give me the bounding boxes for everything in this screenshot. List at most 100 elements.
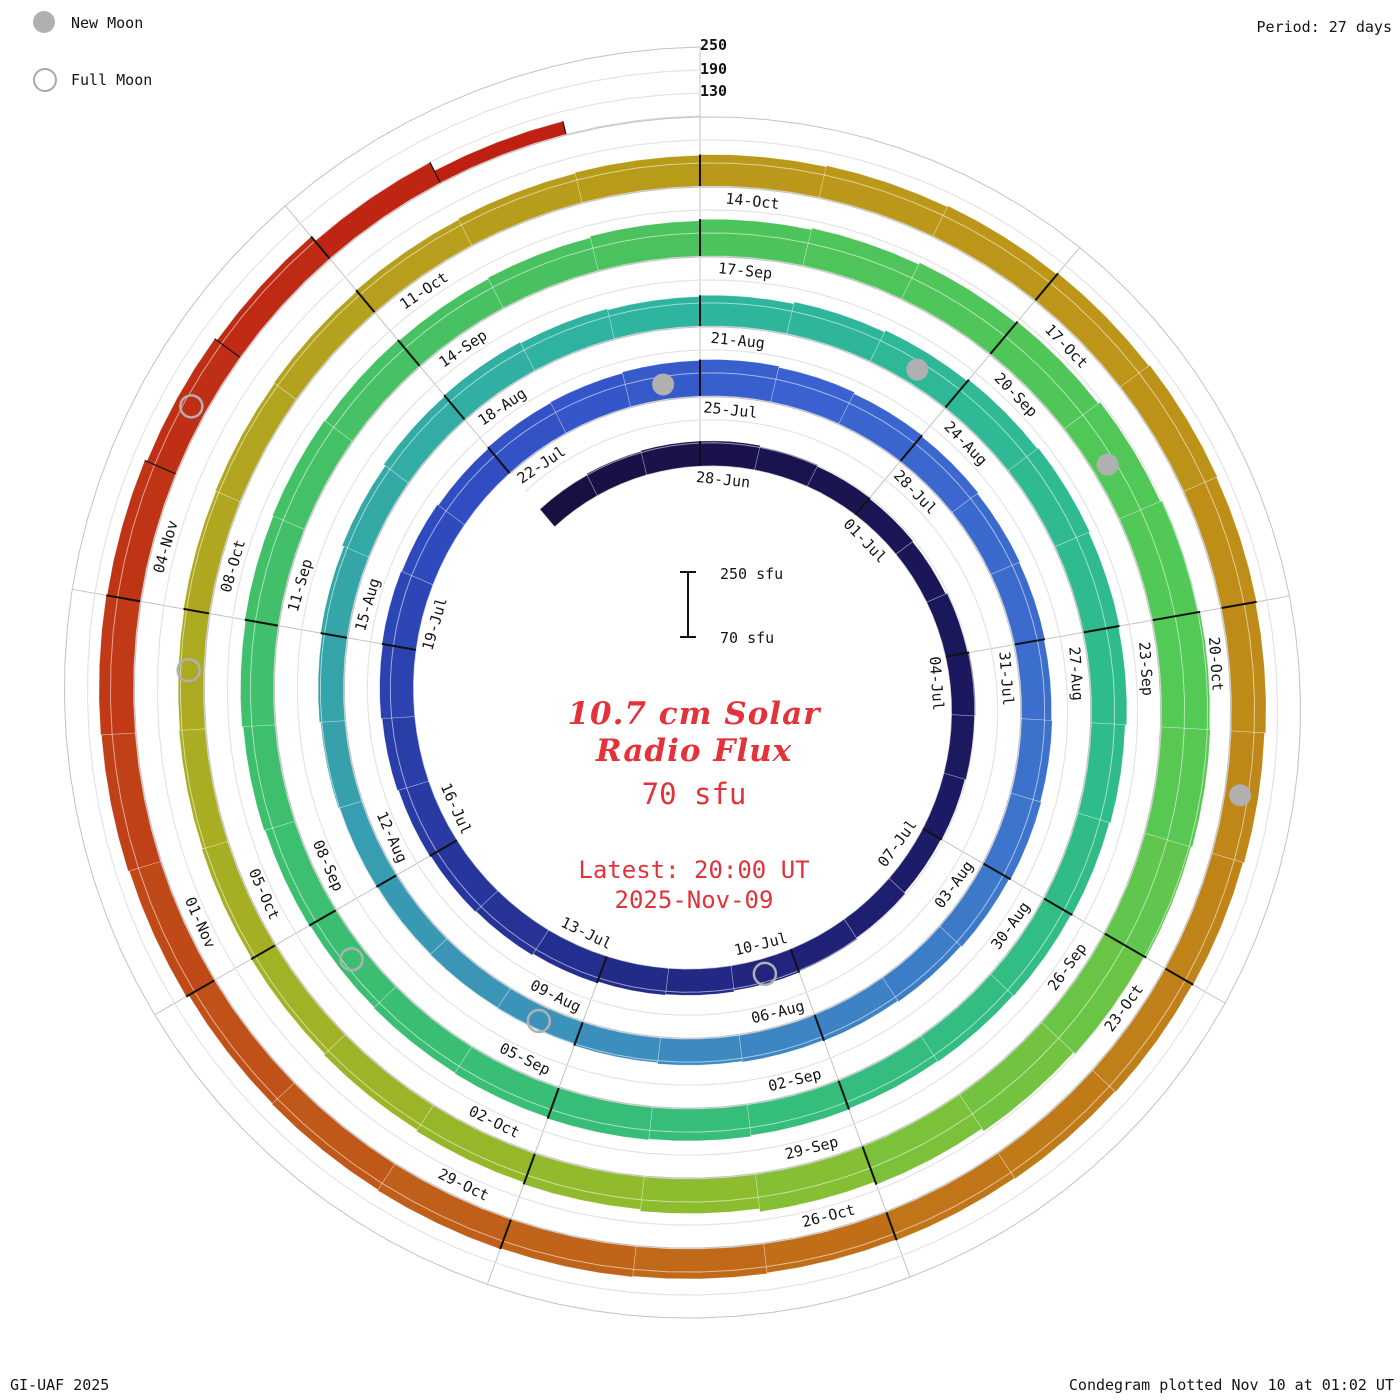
flux-bar: [770, 367, 856, 425]
flux-bar: [443, 341, 535, 420]
flux-bar: [1120, 364, 1218, 492]
flux-bar: [532, 929, 608, 984]
flux-bar: [379, 643, 417, 719]
flux-bar: [201, 841, 276, 960]
flux-bar: [939, 863, 1010, 948]
day-tick: [1014, 638, 1046, 646]
day-tick: [429, 161, 441, 184]
new-moon-marker: [652, 373, 675, 396]
flux-bar: [539, 474, 598, 528]
flux-bar: [586, 450, 647, 496]
scale-bar: [680, 571, 696, 638]
credit-label: GI-UAF 2025: [10, 1376, 110, 1394]
day-tick: [546, 1087, 560, 1119]
flux-bar: [101, 732, 161, 872]
flux-bar: [899, 435, 979, 513]
flux-bar: [1010, 718, 1053, 803]
flux-bar: [377, 1163, 512, 1250]
radial-axis-label-130: 130: [700, 82, 728, 100]
flux-bar: [383, 395, 466, 484]
new-moon-icon: [33, 11, 55, 33]
full-moon-marker: [339, 947, 364, 972]
flux-bar: [990, 898, 1072, 997]
day-tick: [1152, 610, 1201, 622]
day-tick: [982, 862, 1012, 881]
flux-bar: [895, 541, 947, 603]
flux-bar: [1119, 500, 1199, 621]
flux-bar: [1083, 625, 1128, 726]
flux-bar: [699, 154, 827, 198]
date-label: 21-Aug: [710, 329, 766, 353]
spiral-chart: 28-Jun01-Jul04-Jul07-Jul10-Jul13-Jul16-J…: [63, 46, 1302, 1319]
new-moon-marker: [906, 358, 929, 381]
day-tick: [487, 446, 511, 474]
flux-bar: [250, 944, 346, 1055]
day-tick: [375, 874, 397, 888]
flux-bar: [323, 1034, 434, 1131]
flux-bar: [699, 218, 812, 266]
legend-new-moon-label: New Moon: [71, 14, 144, 32]
flux-bar: [496, 988, 584, 1045]
day-tick: [944, 379, 970, 409]
flux-bar: [699, 440, 761, 471]
latest-line2: 2025-Nov-09: [614, 886, 774, 914]
chart-title: 10.7 cm Solar Radio Flux: [494, 696, 894, 770]
day-tick: [789, 948, 801, 973]
legend-full-moon-label: Full Moon: [71, 71, 153, 89]
flux-bar: [920, 973, 1014, 1063]
flux-bar: [802, 227, 920, 299]
flux-bar: [1054, 531, 1120, 633]
radial-axis-label-250: 250: [700, 36, 728, 54]
flux-bar: [146, 338, 241, 475]
flux-bar: [755, 1146, 876, 1213]
day-tick: [1083, 625, 1120, 634]
flux-bar: [589, 220, 701, 271]
flux-bar: [520, 308, 615, 371]
flux-bar: [573, 1021, 661, 1064]
flux-bar: [1007, 447, 1091, 548]
new-moon-marker: [1229, 784, 1252, 807]
day-tick: [1043, 897, 1073, 916]
flux-bar: [415, 1105, 536, 1183]
flux-bar: [547, 1087, 653, 1141]
current-flux-value: 70 sfu: [641, 777, 747, 811]
flux-bar: [309, 909, 397, 1008]
flux-bar: [738, 1014, 825, 1063]
flux-bar: [500, 1219, 637, 1278]
latest-reading: Latest: 20:00 UT 2025-Nov-09: [444, 855, 944, 915]
flux-bar: [264, 821, 337, 927]
flux-bar: [373, 986, 473, 1074]
flux-bar: [607, 296, 701, 339]
day-tick: [813, 1014, 825, 1042]
flux-bar: [786, 301, 886, 362]
flux-bar: [381, 716, 429, 791]
day-tick: [308, 909, 337, 927]
flux-bar: [730, 948, 800, 991]
scale-bottom-label: 70 sfu: [720, 629, 775, 647]
flux-bar: [355, 219, 472, 313]
flux-bar: [324, 339, 421, 442]
day-tick: [885, 1211, 898, 1241]
flux-bar: [699, 294, 795, 334]
flux-bar: [565, 115, 701, 135]
day-tick: [214, 338, 241, 358]
date-label: 28-Jun: [695, 468, 751, 492]
flux-bar: [657, 1035, 743, 1066]
day-tick: [355, 289, 376, 313]
date-label: 20-Oct: [1205, 636, 1227, 691]
flux-bar: [648, 1104, 752, 1142]
date-label: 17-Sep: [717, 259, 773, 283]
flux-bar: [990, 561, 1046, 645]
flux-bar: [433, 120, 567, 184]
day-tick: [854, 497, 871, 516]
flux-bar: [214, 382, 297, 502]
flux-bar: [398, 278, 504, 367]
flux-bar: [453, 1046, 560, 1118]
day-tick: [922, 827, 943, 841]
flux-bar: [854, 497, 914, 555]
flux-bar: [98, 594, 141, 736]
day-tick: [250, 944, 276, 960]
day-tick: [310, 235, 331, 260]
flux-bar: [128, 861, 215, 998]
